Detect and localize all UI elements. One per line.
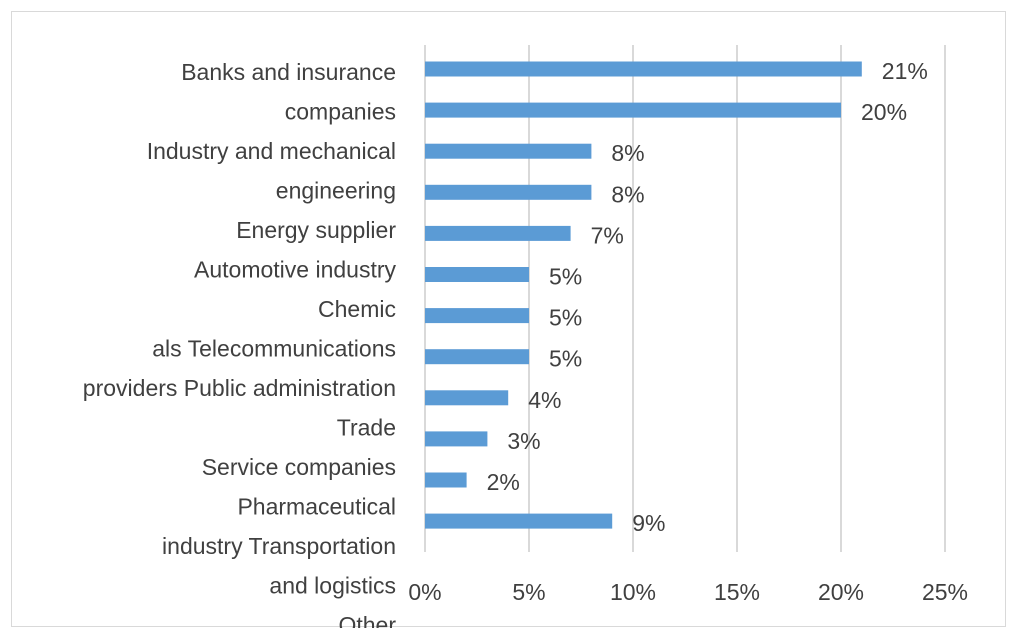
value-label-5: 5% — [549, 264, 582, 290]
category-label-line-10: Service companies — [202, 454, 396, 480]
category-label-line-1: companies — [285, 99, 396, 125]
value-label-8: 4% — [528, 387, 561, 413]
x-tick-label-5: 25% — [922, 579, 968, 605]
x-axis-tick-labels: 0% 5% 10% 15% 20% 25% — [408, 579, 968, 605]
category-label-line-0: Banks and insurance — [181, 59, 396, 85]
x-tick-label-1: 5% — [512, 579, 545, 605]
value-label-1: 20% — [861, 99, 907, 125]
x-tick-label-2: 10% — [610, 579, 656, 605]
bar-5 — [425, 267, 529, 282]
bar-1 — [425, 102, 841, 118]
bar-0 — [425, 61, 862, 77]
chart-frame: 21% 20% 8% 8% 7% 5% 5% 5% 4% 3% 2% 9% Banks and ins… — [11, 11, 1006, 628]
value-label-11: 9% — [632, 510, 665, 536]
value-label-0: 21% — [882, 58, 928, 84]
bar-2 — [425, 143, 592, 159]
bar-10 — [425, 472, 467, 488]
value-label-4: 7% — [591, 222, 624, 248]
category-label-line-11: Pharmaceutical — [237, 494, 396, 520]
value-label-10: 2% — [487, 469, 520, 495]
bar-6 — [425, 308, 529, 324]
bar-11 — [425, 513, 613, 529]
category-label-line-5: Automotive industry — [194, 257, 396, 283]
value-label-9: 3% — [507, 428, 540, 454]
category-label-line-14: Other — [338, 612, 396, 628]
value-label-2: 8% — [611, 140, 644, 166]
value-labels: 21% 20% 8% 8% 7% 5% 5% 5% 4% 3% 2% 9% — [487, 58, 928, 536]
bar-chart: 21% 20% 8% 8% 7% 5% 5% 5% 4% 3% 2% 9% Banks and ins… — [83, 45, 968, 628]
bar-9 — [425, 431, 488, 447]
value-label-7: 5% — [549, 346, 582, 372]
bar-8 — [425, 390, 509, 406]
x-tick-label-3: 15% — [714, 579, 760, 605]
category-label-line-7: als Telecommunications — [152, 336, 396, 362]
category-label-line-13: and logistics — [269, 573, 396, 599]
category-labels: Banks and insurance companies Industry and… — [83, 59, 397, 628]
bar-7 — [425, 349, 529, 365]
category-label-line-8: providers Public administration — [83, 375, 396, 401]
value-label-3: 8% — [611, 181, 644, 207]
gridlines — [424, 45, 946, 552]
category-label-line-9: Trade — [337, 415, 396, 441]
category-label-line-12: industry Transportation — [162, 533, 396, 559]
category-label-line-2: Industry and mechanical — [147, 138, 396, 164]
category-label-line-4: Energy supplier — [236, 217, 396, 243]
category-label-line-3: engineering — [276, 178, 396, 204]
bar-4 — [425, 225, 571, 241]
bar-3 — [425, 184, 592, 200]
value-label-6: 5% — [549, 305, 582, 331]
x-tick-label-4: 20% — [818, 579, 864, 605]
x-tick-label-0: 0% — [408, 579, 441, 605]
category-label-line-6: Chemic — [318, 296, 396, 322]
bars — [425, 61, 862, 529]
